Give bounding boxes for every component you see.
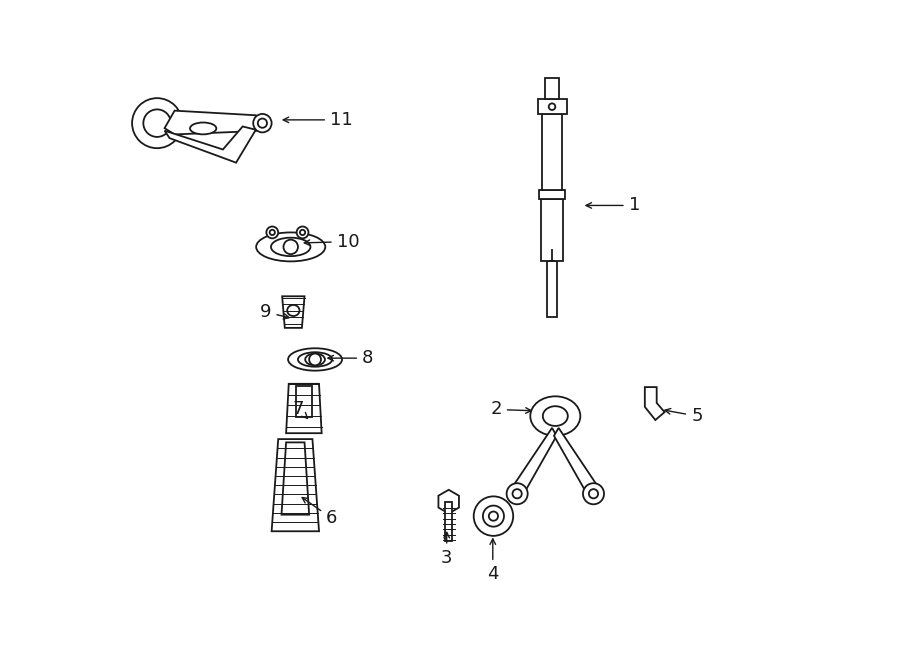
Circle shape <box>489 512 498 521</box>
FancyBboxPatch shape <box>539 190 565 199</box>
Ellipse shape <box>287 305 300 316</box>
FancyBboxPatch shape <box>541 199 563 261</box>
Circle shape <box>257 118 267 128</box>
FancyBboxPatch shape <box>537 99 566 114</box>
Circle shape <box>270 230 274 235</box>
Polygon shape <box>165 110 261 134</box>
Circle shape <box>300 230 305 235</box>
Circle shape <box>132 98 182 148</box>
Circle shape <box>589 489 598 498</box>
Polygon shape <box>272 439 319 531</box>
Text: 7: 7 <box>292 401 308 418</box>
Circle shape <box>473 496 513 536</box>
FancyBboxPatch shape <box>542 114 562 190</box>
Polygon shape <box>644 387 664 420</box>
Circle shape <box>483 506 504 527</box>
Text: 8: 8 <box>328 349 373 367</box>
Circle shape <box>512 489 522 498</box>
Ellipse shape <box>190 122 216 134</box>
Text: 6: 6 <box>302 498 338 527</box>
FancyBboxPatch shape <box>544 79 559 99</box>
Polygon shape <box>286 384 321 433</box>
Polygon shape <box>295 387 312 417</box>
Text: 11: 11 <box>284 111 353 129</box>
Ellipse shape <box>543 407 568 426</box>
Polygon shape <box>554 428 600 494</box>
Ellipse shape <box>298 352 332 367</box>
Text: 5: 5 <box>665 407 703 425</box>
Circle shape <box>549 103 555 110</box>
Polygon shape <box>438 490 459 514</box>
Polygon shape <box>165 126 256 163</box>
Circle shape <box>253 114 272 132</box>
Polygon shape <box>283 296 304 328</box>
Text: 3: 3 <box>441 532 453 566</box>
Text: 2: 2 <box>491 401 531 418</box>
Polygon shape <box>282 442 309 515</box>
Ellipse shape <box>271 238 310 256</box>
Circle shape <box>507 483 527 504</box>
FancyBboxPatch shape <box>547 261 556 317</box>
Ellipse shape <box>288 348 342 371</box>
Ellipse shape <box>530 397 581 436</box>
Circle shape <box>143 110 171 137</box>
Circle shape <box>266 227 278 239</box>
FancyBboxPatch shape <box>446 502 452 541</box>
Ellipse shape <box>305 354 325 366</box>
Text: 1: 1 <box>586 196 640 214</box>
Circle shape <box>297 227 309 239</box>
Text: 9: 9 <box>260 303 289 321</box>
Circle shape <box>284 240 298 254</box>
Circle shape <box>583 483 604 504</box>
Circle shape <box>309 354 321 366</box>
Polygon shape <box>510 428 556 494</box>
Ellipse shape <box>256 233 325 261</box>
Text: 10: 10 <box>304 233 359 251</box>
Text: 4: 4 <box>487 539 499 583</box>
